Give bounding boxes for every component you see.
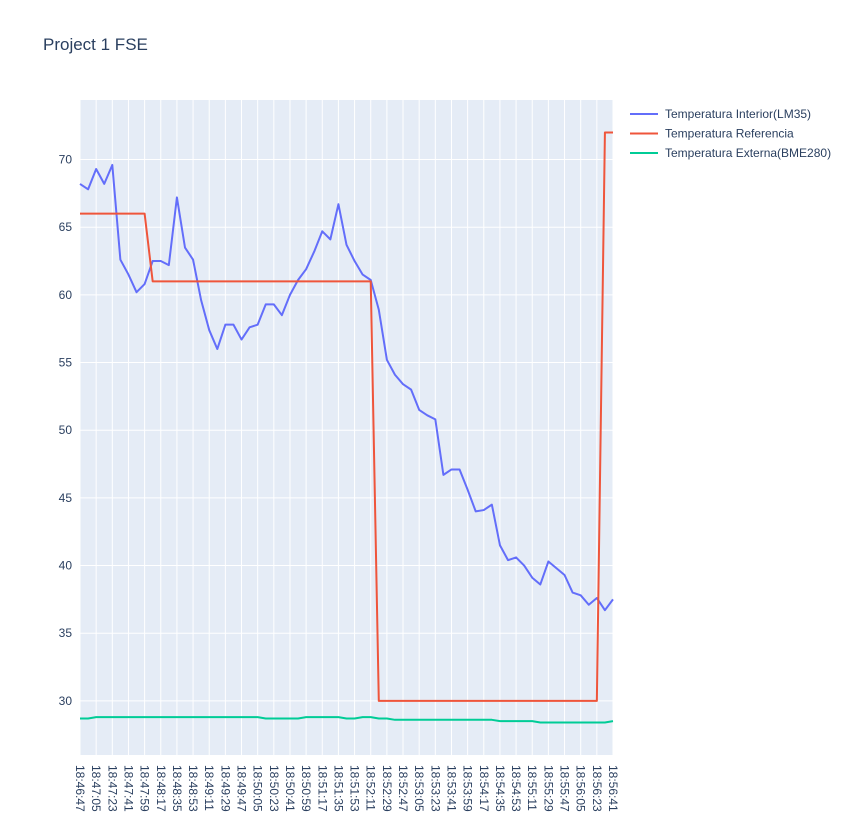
x-tick-label: 18:56:05 <box>574 765 588 812</box>
y-tick-label: 40 <box>59 559 73 573</box>
x-tick-label: 18:48:53 <box>186 765 200 812</box>
y-tick-label: 60 <box>59 288 73 302</box>
x-tick-label: 18:52:47 <box>396 765 410 812</box>
y-tick-label: 45 <box>59 491 73 505</box>
x-tick-label: 18:54:35 <box>493 765 507 812</box>
x-tick-label: 18:50:41 <box>283 765 297 812</box>
legend-label: Temperatura Referencia <box>665 127 794 141</box>
x-tick-label: 18:54:17 <box>477 765 491 812</box>
x-tick-label: 18:48:35 <box>170 765 184 812</box>
x-tick-label: 18:56:41 <box>606 765 620 812</box>
x-tick-label: 18:53:41 <box>444 765 458 812</box>
x-tick-label: 18:52:29 <box>380 765 394 812</box>
x-tick-label: 18:52:11 <box>364 765 378 811</box>
x-tick-label: 18:51:17 <box>315 765 329 812</box>
x-tick-label: 18:49:11 <box>202 765 216 811</box>
chart-title: Project 1 FSE <box>43 35 148 54</box>
x-tick-label: 18:47:41 <box>121 765 135 812</box>
series-line <box>80 716 614 724</box>
x-tick-label: 18:50:05 <box>251 765 265 812</box>
x-tick-label: 18:55:29 <box>541 765 555 812</box>
plot-area <box>80 100 613 755</box>
x-tick-label: 18:56:23 <box>590 765 604 812</box>
x-tick-label: 18:46:47 <box>73 765 87 812</box>
y-tick-label: 50 <box>59 423 73 437</box>
x-tick-label: 18:47:05 <box>89 765 103 812</box>
x-tick-label: 18:47:23 <box>105 765 119 812</box>
y-tick-label: 30 <box>59 694 73 708</box>
legend-label: Temperatura Interior(LM35) <box>665 107 811 121</box>
series-line <box>79 163 614 612</box>
x-tick-label: 18:55:11 <box>525 765 539 811</box>
x-tick-label: 18:47:59 <box>138 765 152 812</box>
x-tick-label: 18:53:23 <box>428 765 442 812</box>
x-tick-label: 18:53:05 <box>412 765 426 812</box>
x-tick-label: 18:48:17 <box>154 765 168 812</box>
y-tick-label: 70 <box>59 153 73 167</box>
x-tick-label: 18:50:59 <box>299 765 313 812</box>
x-tick-label: 18:49:47 <box>235 765 249 812</box>
x-tick-label: 18:51:35 <box>331 765 345 812</box>
legend-label: Temperatura Externa(BME280) <box>665 146 831 160</box>
y-tick-label: 55 <box>59 356 73 370</box>
x-tick-label: 18:49:29 <box>218 765 232 812</box>
y-tick-label: 35 <box>59 626 73 640</box>
y-tick-label: 65 <box>59 220 73 234</box>
x-tick-label: 18:55:47 <box>558 765 572 812</box>
x-tick-label: 18:51:53 <box>348 765 362 812</box>
x-tick-label: 18:50:23 <box>267 765 281 812</box>
x-tick-label: 18:54:53 <box>509 765 523 812</box>
x-tick-label: 18:53:59 <box>461 765 475 812</box>
series-line <box>80 131 613 702</box>
